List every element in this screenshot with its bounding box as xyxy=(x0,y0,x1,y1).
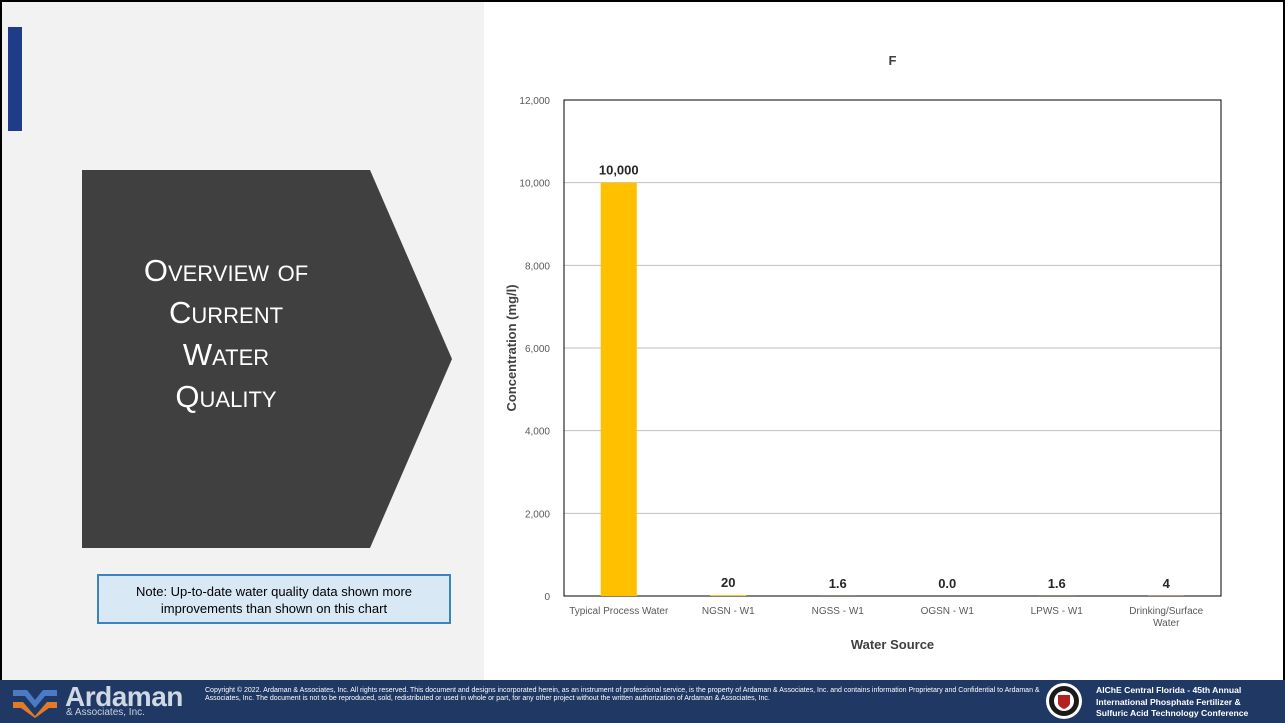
y-tick-label: 4,000 xyxy=(525,427,550,438)
title-line: Current xyxy=(82,292,370,334)
conference-line: AIChE Central Florida - 45th Annual xyxy=(1096,685,1279,697)
note-box: Note: Up-to-date water quality data show… xyxy=(97,574,451,624)
aiche-seal-icon xyxy=(1045,682,1083,720)
brand-subtitle: & Associates, Inc. xyxy=(66,707,145,719)
chart-title: F xyxy=(889,53,897,68)
bar xyxy=(601,183,637,596)
y-tick-label: 10,000 xyxy=(519,179,550,190)
y-axis-label: Concentration (mg/l) xyxy=(504,284,519,411)
ardaman-logo-icon xyxy=(13,686,57,718)
accent-bar xyxy=(8,27,22,131)
y-tick-label: 12,000 xyxy=(519,96,550,107)
x-tick-label: LPWS - W1 xyxy=(1031,606,1084,617)
bar xyxy=(710,595,746,596)
data-label: 0.0 xyxy=(938,576,956,591)
data-label: 4 xyxy=(1163,576,1171,591)
data-label: 1.6 xyxy=(829,576,847,591)
x-tick-label: Drinking/Surface xyxy=(1129,606,1203,617)
title-line: Water xyxy=(82,334,370,376)
x-axis-label: Water Source xyxy=(851,637,934,652)
title-line: Quality xyxy=(82,376,370,418)
data-label: 20 xyxy=(721,575,735,590)
y-tick-label: 0 xyxy=(544,592,550,603)
x-tick-label: Water xyxy=(1153,618,1180,629)
data-label: 1.6 xyxy=(1048,576,1066,591)
slide-title: Overview of Current Water Quality xyxy=(82,250,370,418)
chart-area: 0 2,000 4,000 6,000 8,000 10,000 12,000 10,000 T… xyxy=(484,2,1283,680)
conference-line: International Phosphate Fertilizer & xyxy=(1096,697,1279,709)
bar-chart: 0 2,000 4,000 6,000 8,000 10,000 12,000 10,000 T… xyxy=(484,2,1283,680)
x-tick-label: NGSS - W1 xyxy=(812,606,865,617)
copyright-text: Copyright © 2022. Ardaman & Associates, … xyxy=(205,687,1045,703)
x-tick-label: OGSN - W1 xyxy=(921,606,975,617)
y-tick-label: 6,000 xyxy=(525,344,550,355)
x-tick-label: Typical Process Water xyxy=(569,606,669,617)
x-tick-label: NGSN - W1 xyxy=(702,606,755,617)
y-tick-label: 2,000 xyxy=(525,509,550,520)
data-label: 10,000 xyxy=(599,163,639,178)
conference-label: AIChE Central Florida - 45th Annual Inte… xyxy=(1090,681,1285,723)
conference-line: Sulfuric Acid Technology Conference xyxy=(1096,708,1279,720)
y-tick-label: 8,000 xyxy=(525,261,550,272)
title-line: Overview of xyxy=(82,250,370,292)
